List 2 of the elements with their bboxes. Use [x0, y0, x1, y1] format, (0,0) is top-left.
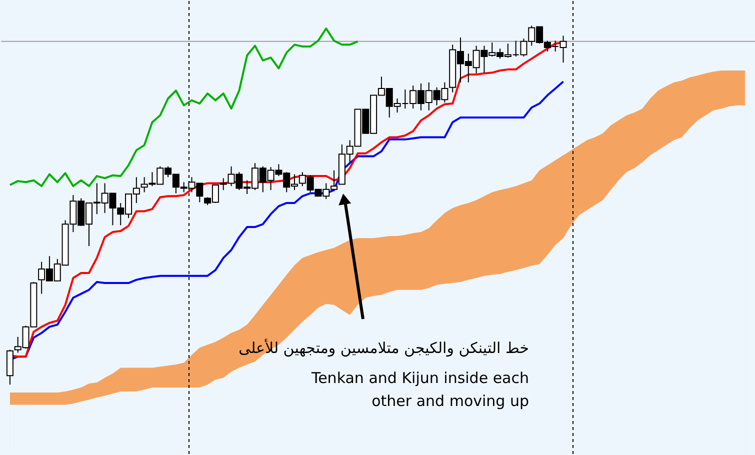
annotation: خط التينكن والكيجن متلامسين ومتجهين للأعلى: [238, 338, 529, 357]
annotation: Tenkan and Kijun inside each other and moving up: [310, 369, 529, 410]
